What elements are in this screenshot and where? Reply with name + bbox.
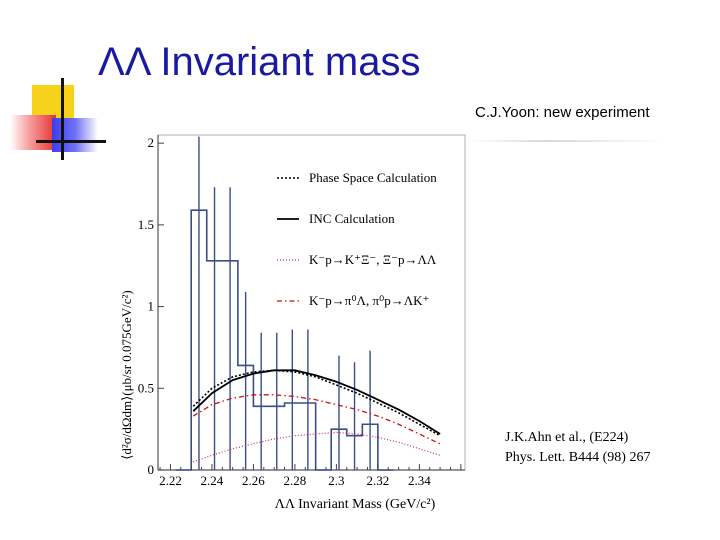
- decor-blue-square: [52, 118, 98, 152]
- citation-line-1: J.K.Ahn et al., (E224): [505, 430, 629, 445]
- y-tick-label: 2: [148, 135, 155, 150]
- slide-subtitle: C.J.Yoon: new experiment: [475, 104, 650, 121]
- decor-horizontal-line: [36, 140, 106, 143]
- citation: J.K.Ahn et al., (E224) Phys. Lett. B444 …: [505, 428, 650, 468]
- histogram-outline: [175, 209, 394, 471]
- citation-line-2: Phys. Lett. B444 (98) 267: [505, 450, 651, 465]
- invariant-mass-chart: Phase Space Calculation INC Calculation K⁻…: [119, 134, 466, 512]
- x-tick-label: 2.32: [367, 473, 390, 488]
- x-tick-label: 2.26: [242, 473, 265, 488]
- series-line-phase-space: [192, 369, 441, 437]
- legend-label-phase-space: Phase Space Calculation: [309, 170, 437, 185]
- x-tick-label: 2.34: [408, 473, 431, 488]
- y-tick-label: 1: [148, 299, 155, 314]
- slide-title: ΛΛ Invariant mass: [98, 40, 421, 84]
- y-tick-label: 1.5: [138, 217, 154, 232]
- subtitle-rule: [470, 140, 665, 142]
- y-tick-label: 0: [148, 462, 155, 477]
- legend-label-pi-channel: K⁻p→π⁰Λ, π⁰p→ΛK⁺: [309, 293, 429, 308]
- x-tick-label: 2.28: [284, 473, 307, 488]
- x-tick-label: 2.22: [159, 473, 182, 488]
- chart-y-label: ⟨d²σ/dΩdm⟩(μb/sr 0.075GeV/c²): [119, 290, 134, 459]
- y-tick-label: 0.5: [138, 380, 154, 395]
- decor-vertical-line: [61, 78, 64, 160]
- x-tick-label: 2.24: [201, 473, 224, 488]
- series-line-inc: [192, 369, 441, 435]
- legend-label-inc: INC Calculation: [309, 211, 395, 226]
- decor-red-square: [10, 115, 56, 150]
- chart-x-label: ΛΛ Invariant Mass (GeV/c²): [275, 497, 436, 512]
- series-line-pi-channel: [192, 394, 441, 445]
- legend-label-xi-channel: K⁻p→K⁺Ξ⁻, Ξ⁻p→ΛΛ: [309, 252, 437, 267]
- x-tick-label: 2.3: [328, 473, 344, 488]
